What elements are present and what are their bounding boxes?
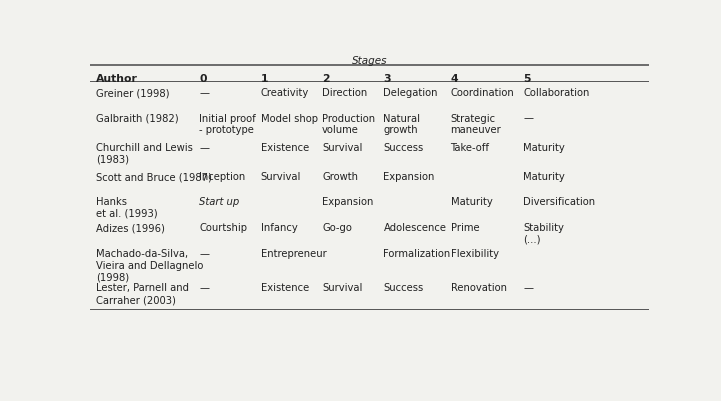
Text: Courtship: Courtship: [199, 223, 247, 233]
Text: —: —: [523, 284, 533, 294]
Text: 5: 5: [523, 74, 531, 84]
Text: —: —: [199, 284, 209, 294]
Text: 3: 3: [384, 74, 391, 84]
Text: Maturity: Maturity: [451, 197, 492, 207]
Text: Coordination: Coordination: [451, 88, 514, 98]
Text: Maturity: Maturity: [523, 143, 565, 153]
Text: Prime: Prime: [451, 223, 479, 233]
Text: Natural
growth: Natural growth: [384, 113, 420, 135]
Text: Go-go: Go-go: [322, 223, 352, 233]
Text: Formalization: Formalization: [384, 249, 451, 259]
Text: Machado-da-Silva,
Vieira and Dellagnelo
(1998): Machado-da-Silva, Vieira and Dellagnelo …: [96, 249, 203, 283]
Text: Success: Success: [384, 143, 424, 153]
Text: —: —: [199, 88, 209, 98]
Text: Churchill and Lewis
(1983): Churchill and Lewis (1983): [96, 143, 193, 164]
Text: Renovation: Renovation: [451, 284, 507, 294]
Text: Creativity: Creativity: [260, 88, 309, 98]
Text: Flexibility: Flexibility: [451, 249, 498, 259]
Text: Growth: Growth: [322, 172, 358, 182]
Text: Production
volume: Production volume: [322, 113, 375, 135]
Text: Survival: Survival: [322, 284, 363, 294]
Text: Lester, Parnell and
Carraher (2003): Lester, Parnell and Carraher (2003): [96, 284, 189, 305]
Text: Existence: Existence: [260, 143, 309, 153]
Text: Existence: Existence: [260, 284, 309, 294]
Text: Expansion: Expansion: [322, 197, 373, 207]
Text: Diversification: Diversification: [523, 197, 596, 207]
Text: Entrepreneur: Entrepreneur: [260, 249, 327, 259]
Text: Infancy: Infancy: [260, 223, 297, 233]
Text: Delegation: Delegation: [384, 88, 438, 98]
Text: Strategic
maneuver: Strategic maneuver: [451, 113, 501, 135]
Text: —: —: [199, 143, 209, 153]
Text: Adizes (1996): Adizes (1996): [96, 223, 164, 233]
Text: 2: 2: [322, 74, 329, 84]
Text: Success: Success: [384, 284, 424, 294]
Text: Author: Author: [96, 74, 138, 84]
Text: 1: 1: [260, 74, 268, 84]
Text: Stages: Stages: [352, 56, 387, 66]
Text: Survival: Survival: [322, 143, 363, 153]
Text: Stability
(...): Stability (...): [523, 223, 564, 245]
Text: 4: 4: [451, 74, 458, 84]
Text: —: —: [199, 249, 209, 259]
Text: Direction: Direction: [322, 88, 367, 98]
Text: Greiner (1998): Greiner (1998): [96, 88, 169, 98]
Text: Inception: Inception: [199, 172, 245, 182]
Text: —: —: [523, 113, 533, 124]
Text: Maturity: Maturity: [523, 172, 565, 182]
Text: Initial proof
- prototype: Initial proof - prototype: [199, 113, 256, 135]
Text: Collaboration: Collaboration: [523, 88, 590, 98]
Text: Survival: Survival: [260, 172, 301, 182]
Text: Galbraith (1982): Galbraith (1982): [96, 113, 178, 124]
Text: Hanks
et al. (1993): Hanks et al. (1993): [96, 197, 157, 219]
Text: Adolescence: Adolescence: [384, 223, 446, 233]
Text: 0: 0: [199, 74, 207, 84]
Text: Model shop: Model shop: [260, 113, 317, 124]
Text: Expansion: Expansion: [384, 172, 435, 182]
Text: Start up: Start up: [199, 197, 239, 207]
Text: Take-off: Take-off: [451, 143, 490, 153]
Text: Scott and Bruce (1987): Scott and Bruce (1987): [96, 172, 211, 182]
